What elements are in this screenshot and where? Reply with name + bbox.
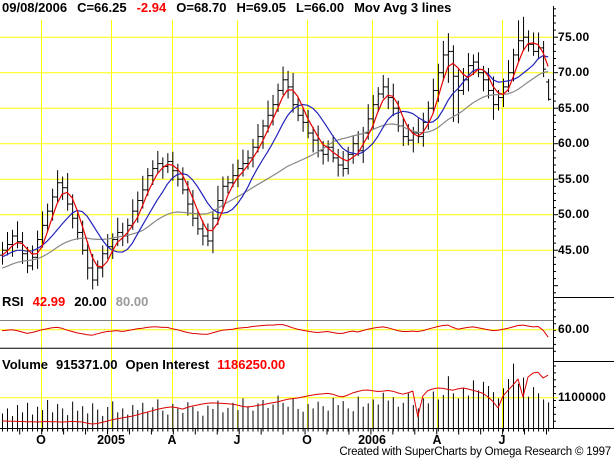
price-axis-label: 60.00	[558, 136, 590, 151]
rsi-value: 42.99	[32, 294, 66, 309]
price-axis-label: 75.00	[558, 29, 590, 44]
attribution-text: Created with SuperCharts by Omega Resear…	[339, 446, 611, 458]
time-axis-label: A	[432, 433, 442, 447]
study-name: Mov Avg 3 lines	[354, 0, 452, 15]
quote-high: H=69.05	[236, 0, 286, 15]
quote-open: O=68.70	[176, 0, 227, 15]
rsi-header: RSI 42.99 20.00 80.00	[2, 294, 148, 309]
price-axis-label: 70.00	[558, 65, 590, 80]
time-axis-label: J	[233, 433, 241, 447]
price-axis-label: 65.00	[558, 100, 590, 115]
price-axis-label: 50.00	[558, 207, 590, 222]
time-axis-label: 2006	[358, 433, 386, 447]
open-interest-value: 1186250.00	[217, 357, 286, 372]
volume-label: Volume	[2, 357, 48, 372]
open-interest-label: Open Interest	[125, 357, 210, 372]
time-axis-label: 2005	[97, 433, 125, 447]
time-axis-label: O	[302, 433, 312, 447]
volume-axis-label: 1100000	[558, 390, 607, 405]
volume-header: Volume 915371.00 Open Interest 1186250.0…	[2, 357, 285, 372]
quote-date: 09/08/2006	[2, 0, 68, 15]
quote-change: -2.94	[136, 0, 167, 15]
time-axis-label: A	[167, 433, 177, 447]
rsi-overbought-level: 80.00	[115, 294, 149, 309]
rsi-axis-label: 60.00	[558, 322, 590, 337]
price-axis-label: 55.00	[558, 171, 590, 186]
quote-header: 09/08/2006 C=66.25 -2.94 O=68.70 H=69.05…	[2, 0, 451, 15]
quote-low: L=66.00	[296, 0, 345, 15]
price-axis-label: 45.00	[558, 242, 590, 257]
rsi-oversold-level: 20.00	[74, 294, 107, 309]
volume-value: 915371.00	[56, 357, 118, 372]
time-axis-label: O	[36, 433, 46, 447]
quote-close: C=66.25	[77, 0, 127, 15]
rsi-label: RSI	[2, 294, 24, 309]
time-axis-label: J	[498, 433, 506, 447]
